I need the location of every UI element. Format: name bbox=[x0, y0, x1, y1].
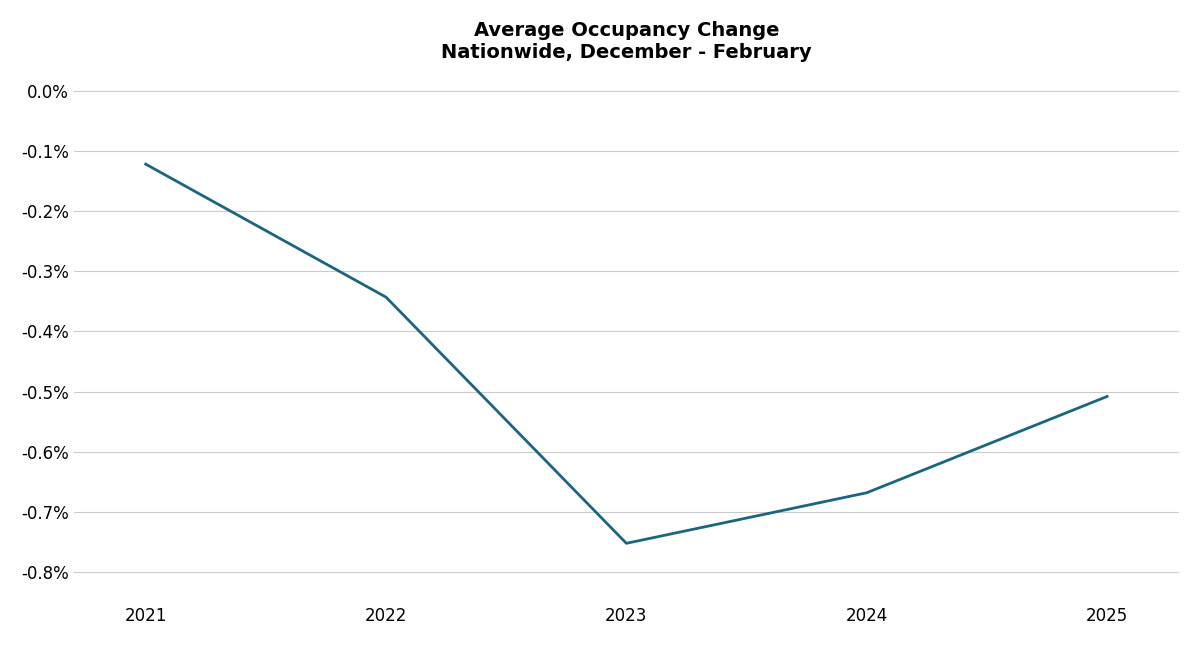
Title: Average Occupancy Change
Nationwide, December - February: Average Occupancy Change Nationwide, Dec… bbox=[442, 21, 811, 62]
